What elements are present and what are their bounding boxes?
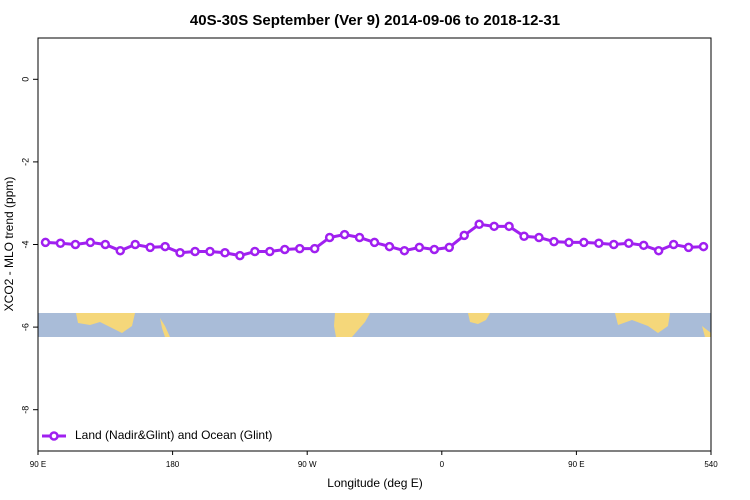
data-point [564, 237, 574, 248]
data-point [609, 239, 619, 250]
data-point [444, 242, 455, 253]
x-tick-label: 90 W [298, 460, 317, 469]
data-point [519, 231, 529, 241]
data-point [294, 243, 305, 254]
data-point [160, 241, 170, 252]
data-point [309, 243, 320, 254]
data-point [235, 250, 245, 261]
data-point [489, 221, 499, 232]
data-point [85, 237, 96, 248]
data-point [698, 241, 709, 252]
data-point [429, 244, 440, 255]
data-point [145, 242, 155, 253]
x-tick-label: 0 [440, 460, 445, 469]
data-point [594, 238, 604, 249]
y-axis-label: XCO2 - MLO trend (ppm) [2, 177, 16, 312]
data-point [399, 245, 410, 256]
data-point [175, 248, 185, 258]
data-point [339, 229, 350, 240]
data-point [324, 232, 335, 243]
data-point [100, 239, 111, 250]
data-point [369, 237, 380, 248]
y-tick-label: -6 [20, 323, 30, 331]
data-point [534, 232, 544, 243]
y-tick-label: -4 [20, 240, 30, 248]
data-point [280, 244, 290, 255]
data-point [623, 238, 634, 249]
y-tick-label: -2 [20, 158, 30, 166]
x-tick-label: 180 [166, 460, 180, 469]
data-point [549, 236, 559, 247]
y-tick-label: 0 [20, 77, 30, 82]
data-point [265, 246, 275, 257]
data-point [190, 246, 200, 257]
data-point [668, 239, 679, 250]
x-tick-label: 90 E [30, 460, 46, 469]
data-point [653, 245, 664, 256]
data-point [205, 246, 215, 257]
legend-marker [49, 431, 59, 441]
data-point [220, 248, 230, 258]
legend-label: Land (Nadir&Glint) and Ocean (Glint) [75, 428, 272, 442]
data-point [504, 221, 514, 232]
data-point [683, 242, 694, 253]
data-point [638, 240, 649, 251]
data-point [354, 232, 365, 243]
data-point [474, 219, 484, 230]
chart-title: 40S-30S September (Ver 9) 2014-09-06 to … [190, 12, 560, 29]
data-point [55, 238, 66, 249]
data-point [40, 237, 51, 248]
x-tick-label: 90 E [568, 460, 584, 469]
x-tick-label: 540 [704, 460, 718, 469]
map-strip [38, 313, 711, 337]
data-point [130, 239, 140, 250]
data-point [250, 246, 260, 257]
data-point [384, 241, 395, 252]
data-point [414, 242, 425, 253]
data-point [579, 237, 589, 248]
y-tick-label: -8 [20, 406, 30, 414]
data-point [70, 239, 81, 250]
data-point [115, 245, 126, 256]
data-point [459, 230, 469, 241]
x-axis-label: Longitude (deg E) [327, 476, 422, 490]
